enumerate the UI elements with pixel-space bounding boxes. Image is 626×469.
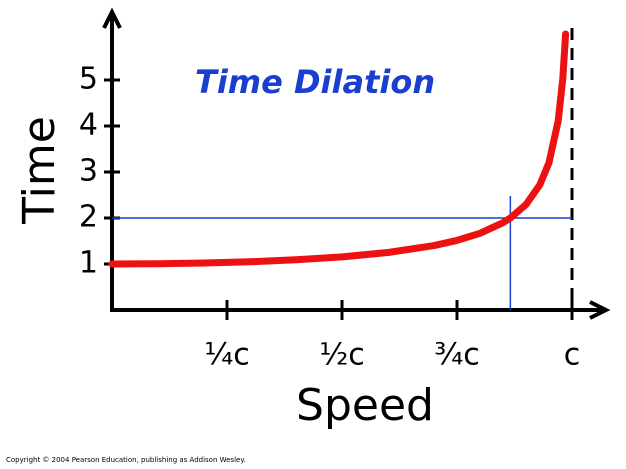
x-tick-label: ¼c [204,338,250,373]
y-tick-label: 2 [79,200,98,235]
x-tick-label: c [564,338,581,373]
y-tick-label: 3 [79,154,98,189]
y-tick-label: 5 [79,62,98,97]
x-tick-label: ¾c [434,338,480,373]
x-axis-arrow [589,300,611,320]
y-tick-label: 4 [79,108,98,143]
y-axis-arrow [102,7,122,29]
chart-title: Time Dilation [195,63,435,101]
footer: Copyright © 2004 Pearson Education, publ… [6,456,246,464]
x-axis-label: Speed [296,380,434,431]
y-axis-label: Time [14,116,65,225]
y-tick-label: 1 [79,246,98,281]
curve [108,30,570,268]
x-tick-label: ½c [319,338,365,373]
